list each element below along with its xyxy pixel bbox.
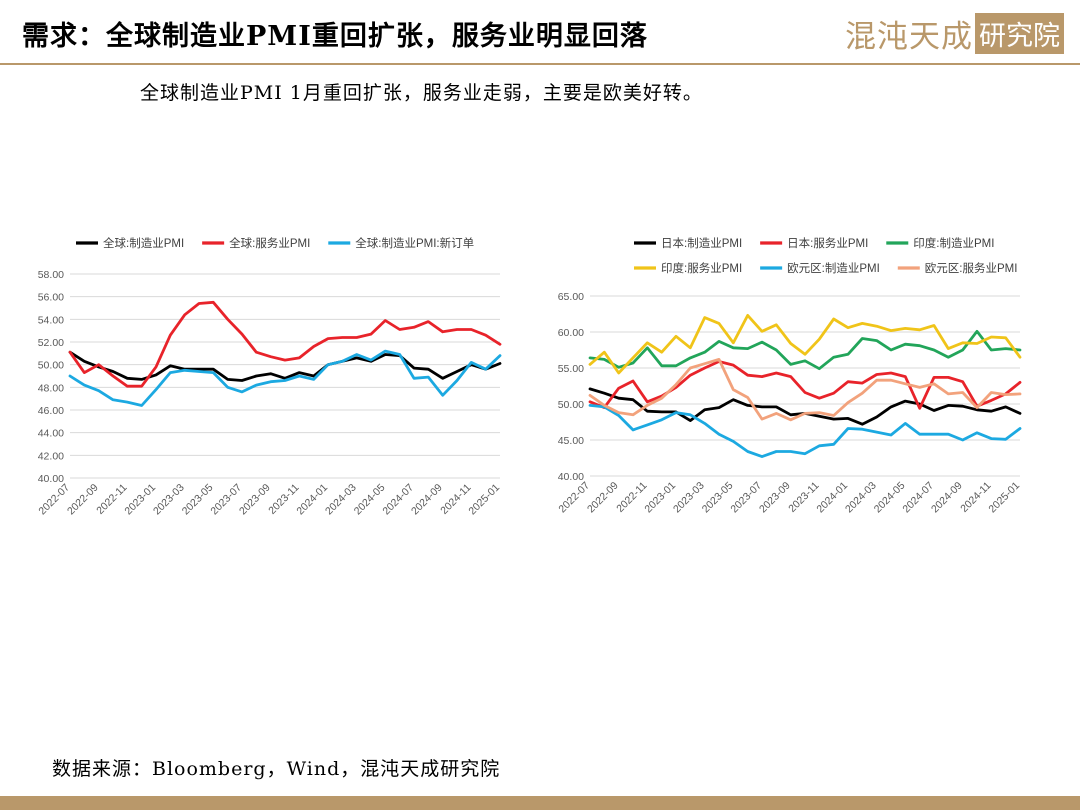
y-tick-label: 40.00	[38, 473, 64, 485]
page-title: 需求：全球制造业PMI重回扩张，服务业明显回落	[22, 21, 648, 52]
series-line	[588, 403, 1022, 459]
logo-box-text: 研究院	[975, 12, 1064, 54]
series-line	[68, 349, 502, 407]
x-tick-label: 2023-09	[757, 480, 793, 516]
y-tick-label: 42.00	[38, 450, 64, 462]
data-source-note: 数据来源：Bloomberg，Wind，混沌天成研究院	[52, 758, 501, 780]
x-tick-label: 2024-09	[929, 480, 965, 516]
x-tick-label: 2022-09	[585, 480, 621, 516]
legend-label: 欧元区:制造业PMI	[787, 261, 880, 275]
y-tick-label: 65.00	[558, 291, 584, 303]
x-tick-label: 2024-09	[409, 482, 445, 518]
y-tick-label: 55.00	[558, 363, 584, 375]
header-divider	[0, 63, 1080, 65]
brand-logo: 混沌天成 研究院	[845, 12, 1064, 55]
legend-label: 全球:制造业PMI	[103, 236, 184, 250]
y-tick-label: 54.00	[38, 314, 64, 326]
regional-pmi-chart: 40.0045.0050.0055.0060.0065.002022-07202…	[556, 236, 1022, 516]
x-tick-label: 2025-01	[466, 482, 502, 518]
legend-label: 全球:服务业PMI	[229, 236, 310, 250]
y-tick-label: 56.00	[38, 292, 64, 304]
footer-bar	[0, 796, 1080, 810]
y-tick-label: 48.00	[38, 382, 64, 394]
y-tick-label: 50.00	[38, 360, 64, 372]
legend-label: 日本:服务业PMI	[787, 236, 868, 250]
x-tick-label: 2023-09	[237, 482, 273, 518]
x-tick-label: 2022-09	[65, 482, 101, 518]
legend-label: 全球:制造业PMI:新订单	[355, 236, 474, 250]
series-line	[588, 329, 1022, 371]
x-tick-label: 2025-01	[986, 480, 1022, 516]
y-tick-label: 50.00	[558, 399, 584, 411]
series-line	[68, 300, 502, 388]
y-tick-label: 40.00	[558, 471, 584, 483]
global-pmi-chart: 40.00 42.00 44.00 46.00 48.00 50.00 52.00 54.00…	[36, 236, 502, 518]
y-tick-label: 45.00	[558, 435, 584, 447]
series-line	[588, 357, 1022, 422]
legend-label: 印度:制造业PMI	[913, 236, 994, 250]
slide-subtitle: 全球制造业PMI 1月重回扩张，服务业走弱，主要是欧美好转。	[140, 82, 703, 104]
series-line	[68, 350, 502, 382]
y-tick-label: 60.00	[558, 327, 584, 339]
logo-text: 混沌天成	[845, 18, 973, 55]
series-line	[588, 314, 1022, 375]
y-tick-label: 58.00	[38, 269, 64, 281]
y-tick-label: 46.00	[38, 405, 64, 417]
legend-label: 日本:制造业PMI	[661, 236, 742, 250]
series-line	[588, 360, 1022, 410]
y-tick-label: 44.00	[38, 428, 64, 440]
legend-label: 印度:服务业PMI	[661, 261, 742, 275]
legend-label: 欧元区:服务业PMI	[925, 261, 1018, 275]
y-tick-label: 52.00	[38, 337, 64, 349]
